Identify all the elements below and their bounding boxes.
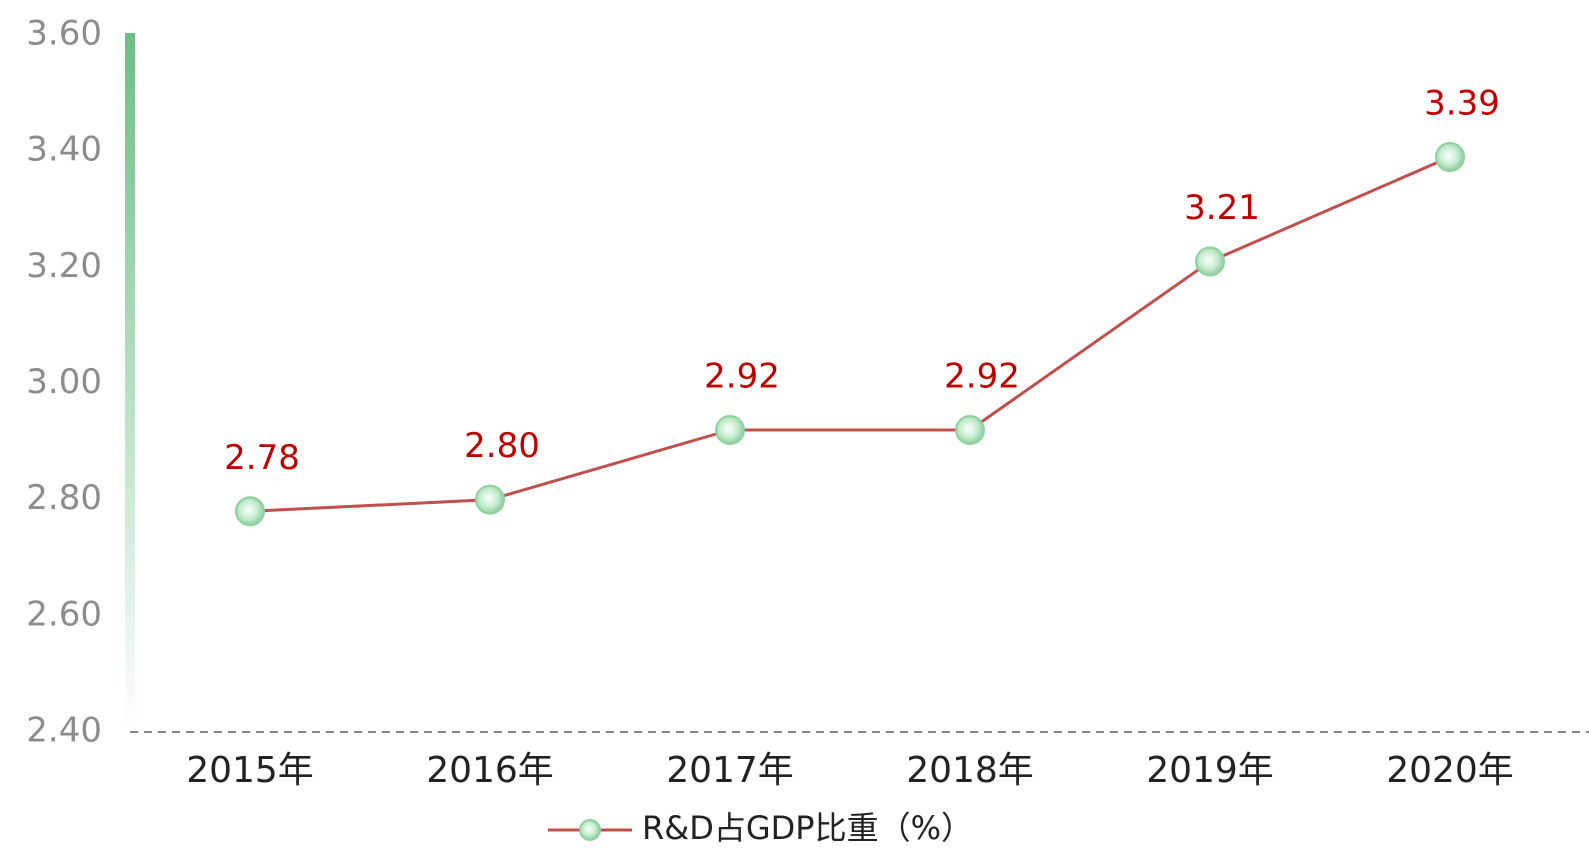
x-tick-label: 2016年: [426, 750, 554, 791]
value-label: 2.92: [944, 356, 1020, 396]
legend-marker: [579, 819, 601, 841]
legend-label: R&D占GDP比重（%）: [642, 809, 973, 847]
x-tick-label: 2019年: [1146, 750, 1274, 791]
value-label: 2.92: [704, 356, 780, 396]
y-tick-label: 2.40: [26, 711, 102, 751]
x-tick-label: 2018年: [906, 750, 1034, 791]
value-label: 3.39: [1424, 83, 1500, 123]
value-label: 2.78: [224, 438, 300, 478]
y-tick-label: 2.60: [26, 594, 102, 634]
y-tick-label: 2.80: [26, 478, 102, 518]
y-axis-bar: [125, 33, 135, 732]
y-tick-label: 3.20: [26, 246, 102, 286]
y-tick-label: 3.60: [26, 14, 102, 54]
y-tick-label: 3.00: [26, 362, 102, 402]
point-marker: [1195, 246, 1225, 277]
point-marker: [1435, 141, 1465, 172]
value-label: 2.80: [464, 426, 540, 466]
point-marker: [955, 414, 985, 445]
x-tick-label: 2017年: [666, 750, 794, 791]
series-line: [249, 155, 1451, 513]
x-tick-label: 2015年: [186, 750, 314, 791]
x-tick-label: 2020年: [1386, 750, 1514, 791]
point-marker: [475, 484, 505, 515]
point-marker: [235, 496, 265, 527]
value-label: 3.21: [1184, 188, 1260, 228]
point-marker: [715, 414, 745, 445]
y-tick-label: 3.40: [26, 130, 102, 170]
